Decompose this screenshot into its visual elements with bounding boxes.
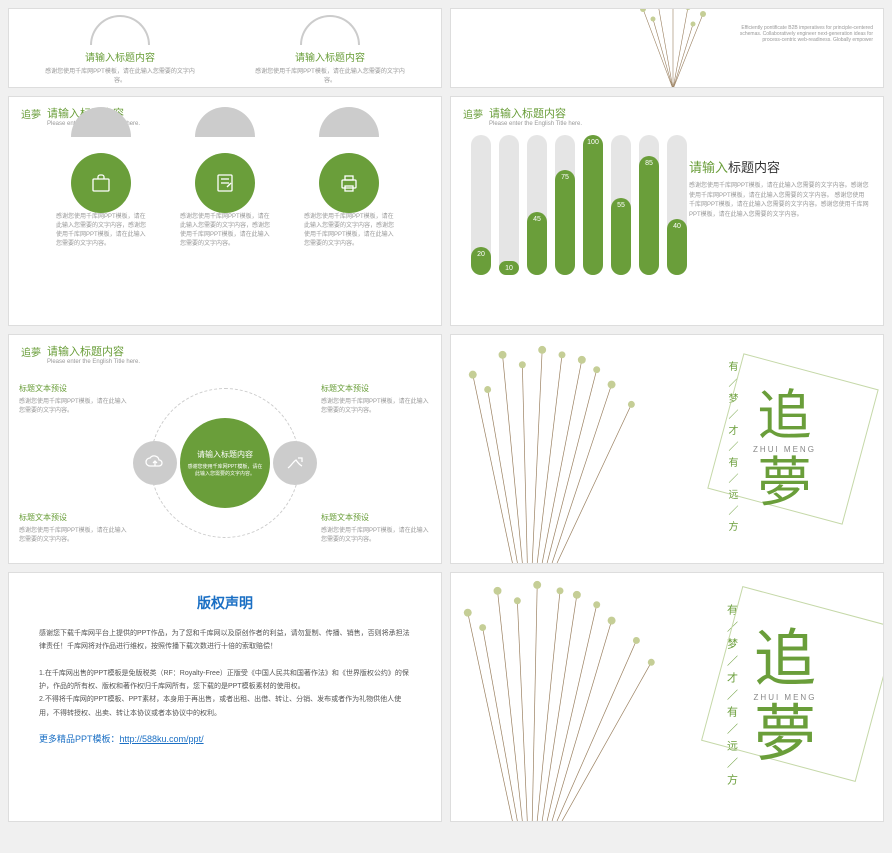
zhui-char-2: 夢: [753, 456, 816, 510]
hub-block: 标题文本预设感谢您使用千库网PPT模板，请在此输入您需要的文字内容。: [321, 512, 431, 543]
logo-icon: 追夢: [21, 111, 41, 121]
slide-3-circles: 追夢 请输入标题内容 Please enter the English Titl…: [8, 96, 442, 326]
bar: 85: [639, 135, 659, 275]
slide-4-chart: 追夢 请输入标题内容 Please enter the English Titl…: [450, 96, 884, 326]
arc-desc: 感谢您使用千库网PPT模板，请在此输入您需要的文字内容。: [45, 66, 195, 84]
logo-icon: 追夢: [21, 349, 41, 359]
header-subtitle: Please enter the English Title here.: [47, 359, 140, 365]
slide-header: 追夢 请输入标题内容 Please enter the English Titl…: [451, 97, 883, 135]
zhui-char-2: 夢: [754, 704, 817, 766]
flowers-illustration: [623, 8, 723, 88]
slide-7-copyright: 版权声明 感谢您下载千库网平台上提供的PPT作品，为了您和千库网以及原创作者的利…: [8, 572, 442, 822]
circle-column: 感谢您使用千库网PPT模板，请在此输入您需要的文字内容，感谢您使用千库网PPT模…: [180, 145, 270, 249]
hub-center: 请输入标题内容 感谢您使用千库网PPT模板，请在此输入您需要的文字内容。: [180, 418, 270, 508]
bar: 20: [471, 135, 491, 275]
slide-header: 追夢 请输入标题内容 Please enter the English Titl…: [9, 335, 441, 373]
circle-desc: 感谢您使用千库网PPT模板，请在此输入您需要的文字内容，感谢您使用千库网PPT模…: [180, 213, 270, 249]
flowers-illustration: [451, 335, 673, 563]
bar: 40: [667, 135, 687, 275]
chart-title: 请输入标题内容: [689, 157, 869, 176]
bar: 45: [527, 135, 547, 275]
circle-desc: 感谢您使用千库网PPT模板，请在此输入您需要的文字内容，感谢您使用千库网PPT模…: [56, 213, 146, 249]
header-title: 请输入标题内容: [47, 343, 140, 359]
bar: 75: [555, 135, 575, 275]
arc-title: 请输入标题内容: [45, 49, 195, 64]
bar: 10: [499, 135, 519, 275]
cloud-upload-icon: [133, 441, 177, 485]
bar: 100: [583, 135, 603, 275]
growth-icon: [273, 441, 317, 485]
slide-2-flowers: Efficiently pontificate B2B imperatives …: [450, 8, 884, 88]
chart-desc: 感谢您使用千库网PPT模板，请在此输入您需要的文字内容。感谢您使用千库网PPT模…: [689, 182, 869, 220]
bar: 55: [611, 135, 631, 275]
slide-1-arcs: 请输入标题内容 感谢您使用千库网PPT模板，请在此输入您需要的文字内容。 请输入…: [8, 8, 442, 88]
slide-8-zhuimeng: 有／梦／才／有／远／方 追 ZHUI MENG 夢: [450, 572, 884, 822]
zhui-title-block: 有／梦／才／有／远／方 追 ZHUI MENG 夢: [673, 335, 883, 563]
copyright-link-row: 更多精品PPT模板：http://588ku.com/ppt/: [39, 732, 411, 745]
zhui-title-block: 有／梦／才／有／远／方 追 ZHUI MENG 夢: [673, 573, 883, 821]
slide2-text: Efficiently pontificate B2B imperatives …: [733, 25, 873, 43]
arc-desc: 感谢您使用千库网PPT模板，请在此输入您需要的文字内容。: [255, 66, 405, 84]
zhui-char-1: 追: [753, 389, 816, 443]
arc-title: 请输入标题内容: [255, 49, 405, 64]
header-title: 请输入标题内容: [489, 105, 582, 121]
zhui-char-1: 追: [754, 629, 817, 691]
hub-block: 标题文本预设感谢您使用千库网PPT模板，请在此输入您需要的文字内容。: [19, 512, 129, 543]
arc-item: 请输入标题内容 感谢您使用千库网PPT模板，请在此输入您需要的文字内容。: [255, 15, 405, 84]
circle-desc: 感谢您使用千库网PPT模板，请在此输入您需要的文字内容，感谢您使用千库网PPT模…: [304, 213, 394, 249]
note-icon: [195, 153, 255, 213]
more-ppt-link[interactable]: http://588ku.com/ppt/: [120, 734, 204, 744]
hub-block: 标题文本预设感谢您使用千库网PPT模板，请在此输入您需要的文字内容。: [19, 383, 129, 414]
slide-6-zhuimeng: 有／梦／才／有／远／方 追 ZHUI MENG 夢: [450, 334, 884, 564]
copyright-body: 感谢您下载千库网平台上提供的PPT作品，为了您和千库网以及原创作者的利益，请勿复…: [39, 627, 411, 720]
arc-item: 请输入标题内容 感谢您使用千库网PPT模板，请在此输入您需要的文字内容。: [45, 15, 195, 84]
printer-icon: [319, 153, 379, 213]
logo-icon: 追夢: [463, 111, 483, 121]
flowers-illustration: [451, 573, 673, 821]
briefcase-icon: [71, 153, 131, 213]
hub-block: 标题文本预设感谢您使用千库网PPT模板，请在此输入您需要的文字内容。: [321, 383, 431, 414]
circle-column: 感谢您使用千库网PPT模板，请在此输入您需要的文字内容，感谢您使用千库网PPT模…: [56, 145, 146, 249]
copyright-title: 版权声明: [39, 593, 411, 613]
header-subtitle: Please enter the English Title here.: [489, 121, 582, 127]
circle-column: 感谢您使用千库网PPT模板，请在此输入您需要的文字内容，感谢您使用千库网PPT模…: [304, 145, 394, 249]
slide-5-hub: 追夢 请输入标题内容 Please enter the English Titl…: [8, 334, 442, 564]
